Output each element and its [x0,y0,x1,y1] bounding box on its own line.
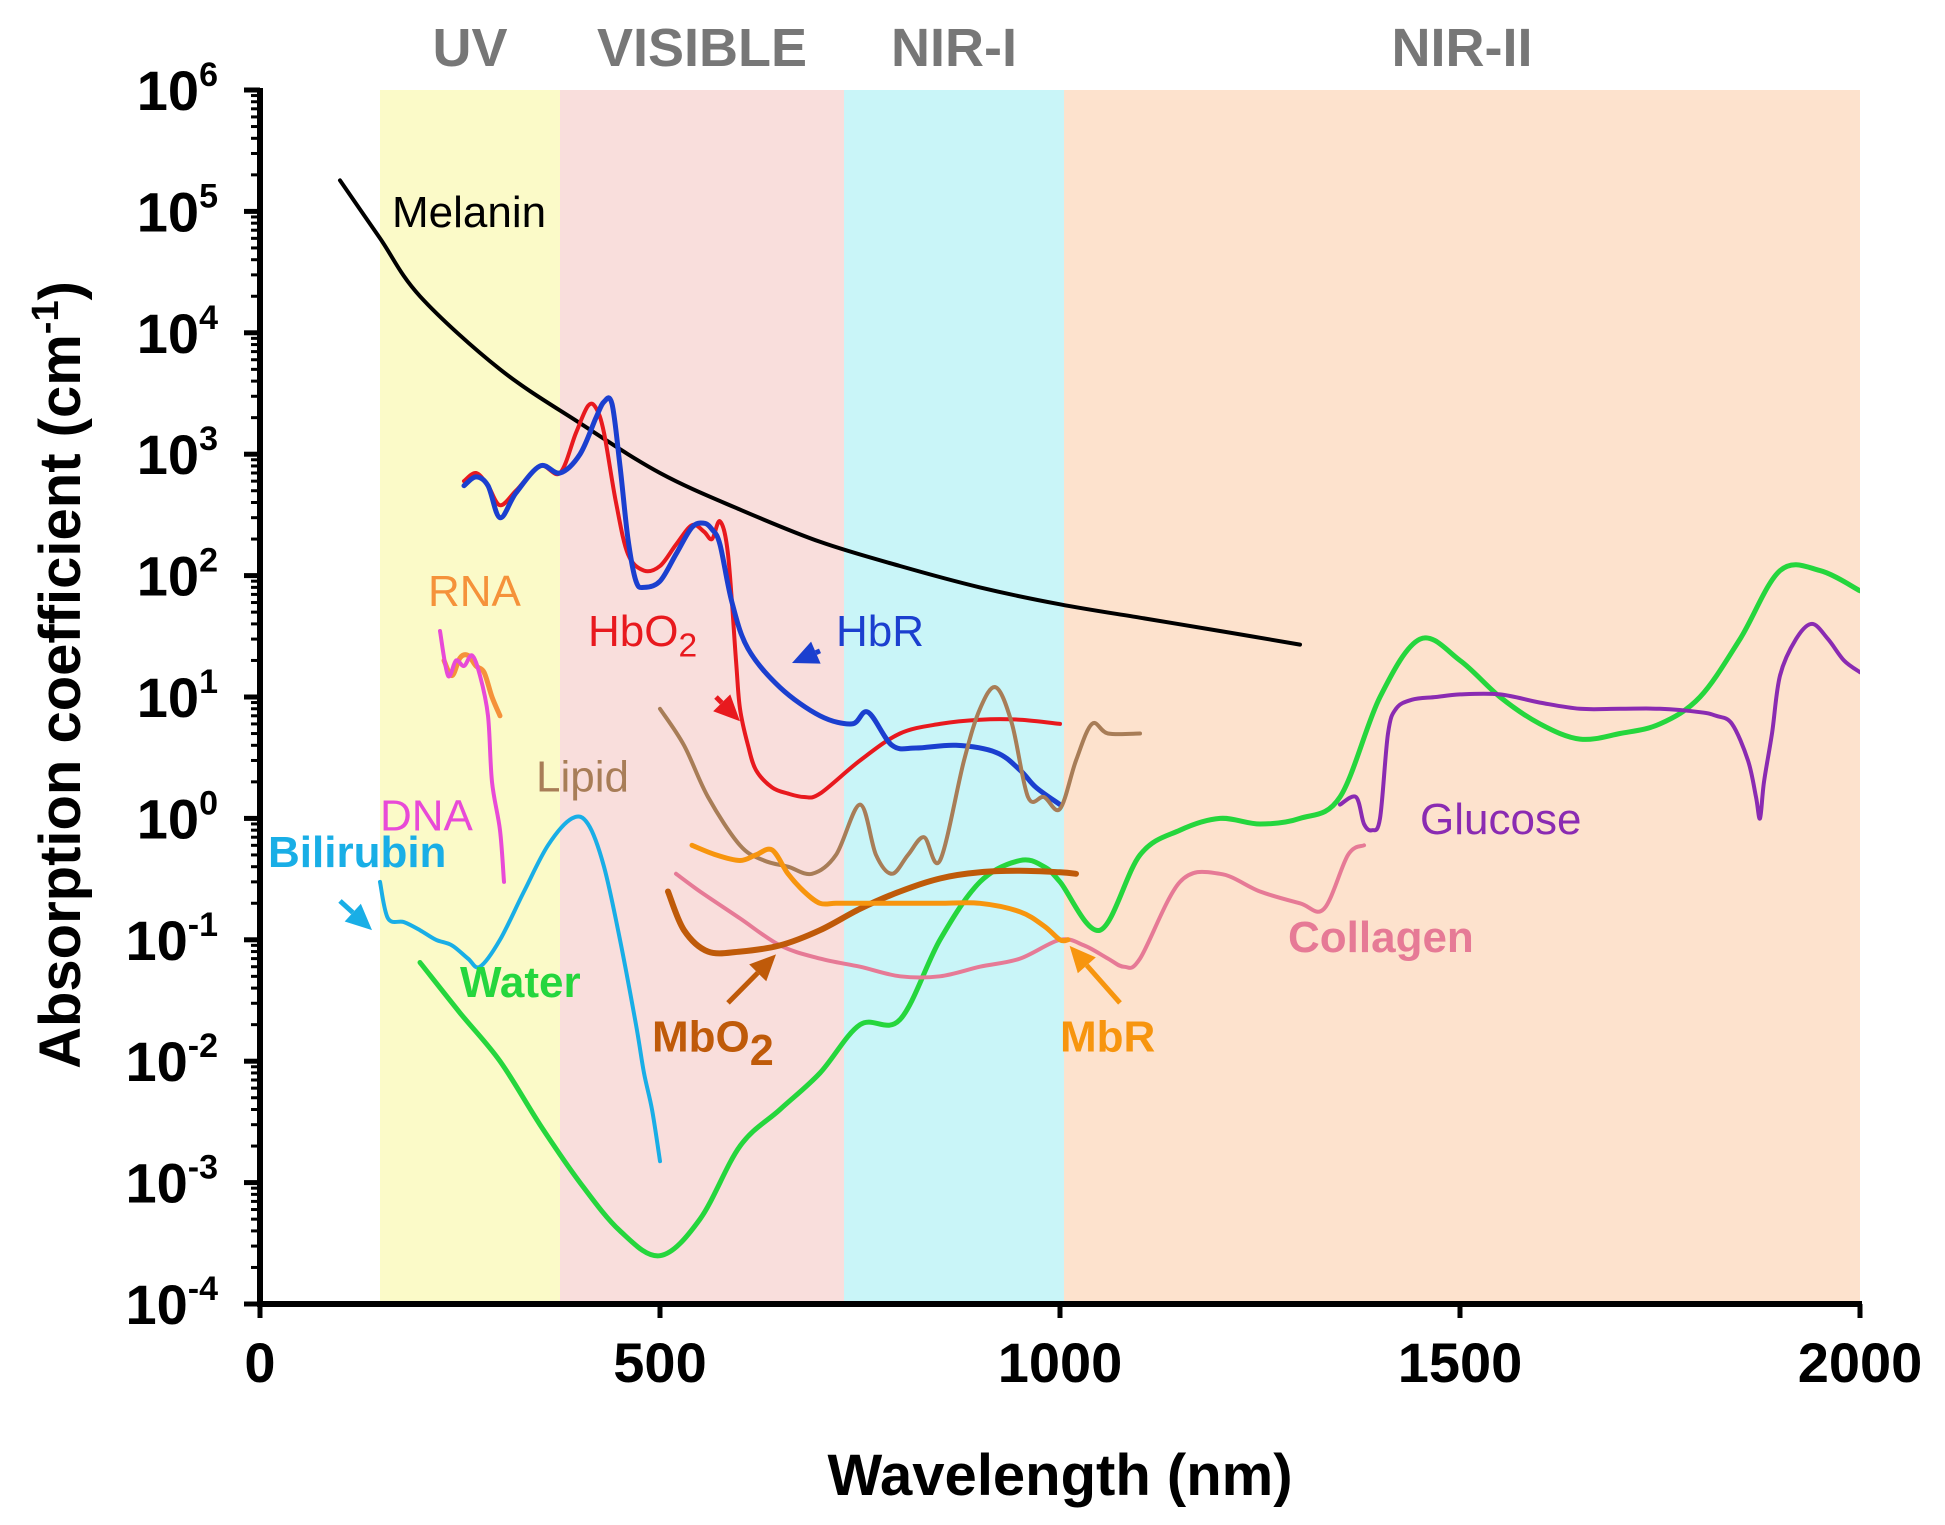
y-axis-title: Absorption coefficient (cm-1) [25,281,93,1069]
series-collagen-line [674,843,1366,980]
y-tick-label: 102 [137,542,218,608]
series-rna-line [441,652,503,719]
y-tick-label: 101 [137,663,218,729]
label-mbo2: MbO2 [652,1012,774,1075]
y-axis-title-main: Absorption coefficient (cm [28,334,93,1069]
series-mbr-line [689,842,1071,944]
label-water: Water [460,958,581,1007]
bilirubin-arrow-head [344,903,372,931]
region-label-uv: UV [432,18,507,78]
spectral-regions [380,90,1860,1304]
series-melanin-line [338,178,1302,647]
series-bilirubin-line [378,814,662,1164]
hbr-arrow-shaft [814,648,821,655]
x-tick-label: 500 [613,1331,706,1394]
y-tick-label: 100 [137,784,218,850]
series-hbr-line [461,395,1063,808]
x-axis-title: Wavelength (nm) [827,1443,1292,1508]
y-tick-label: 105 [137,177,218,243]
mbo2-arrow-head [749,954,776,982]
label-lipid: Lipid [536,753,629,802]
label-rna: RNA [428,567,522,616]
mbo2-arrow-shaft [726,971,760,1005]
hbo2-arrow-head [713,694,740,722]
region-uv [380,90,560,1304]
y-tick-label: 10-3 [125,1149,218,1215]
hbr-arrow-head [792,641,821,664]
x-tick-label: 0 [244,1331,275,1394]
x-tick-label: 1500 [1398,1331,1523,1394]
region-visible [560,90,844,1304]
mbr-arrow-head [1069,945,1096,974]
label-glucose: Glucose [1420,795,1581,844]
y-axis-title-sup: -1 [25,300,67,334]
series-lines [338,178,1860,1259]
bilirubin-arrow-shaft [338,899,355,915]
label-hbr: HbR [836,607,924,656]
region-nir-i [844,90,1064,1304]
y-tick-label: 10-2 [125,1027,218,1093]
x-tick-label: 2000 [1798,1331,1923,1394]
y-ticks: 10-4 10-3 10-2 10-1 100 101 102 103 104 105 106 [125,56,260,1336]
y-axis-title-close: ) [28,281,93,300]
hbo2-arrow-shaft [714,695,724,705]
y-tick-label: 10-1 [125,906,218,972]
series-lipid-line [658,685,1142,877]
series-mbo2-line [665,867,1079,957]
region-label-nir-i: NIR-I [891,18,1017,78]
y-tick-label: 103 [137,420,218,486]
label-mbr: MbR [1060,1012,1155,1061]
series-water-line [417,562,1860,1259]
mbr-arrow-shaft [1084,963,1122,1005]
region-labels: UV VISIBLE NIR-I NIR-II [432,18,1532,78]
label-hbo2: HbO2 [588,607,697,665]
y-tick-label: 104 [137,299,218,365]
annotation-arrows [338,641,1122,1005]
series-dna-line [438,629,506,884]
region-label-visible: VISIBLE [597,18,807,78]
x-ticks: 0 500 1000 1500 2000 [244,1304,1922,1394]
y-tick-label: 10-4 [125,1270,218,1336]
region-label-nir-ii: NIR-II [1392,18,1533,78]
series-glucose-line [1338,621,1860,833]
x-tick-label: 1000 [998,1331,1123,1394]
region-nir-ii [1064,90,1860,1304]
label-bilirubin: Bilirubin [268,828,446,877]
label-dna: DNA [380,792,474,841]
label-collagen: Collagen [1288,913,1474,962]
y-tick-label: 106 [137,56,218,122]
label-melanin: Melanin [392,188,546,237]
